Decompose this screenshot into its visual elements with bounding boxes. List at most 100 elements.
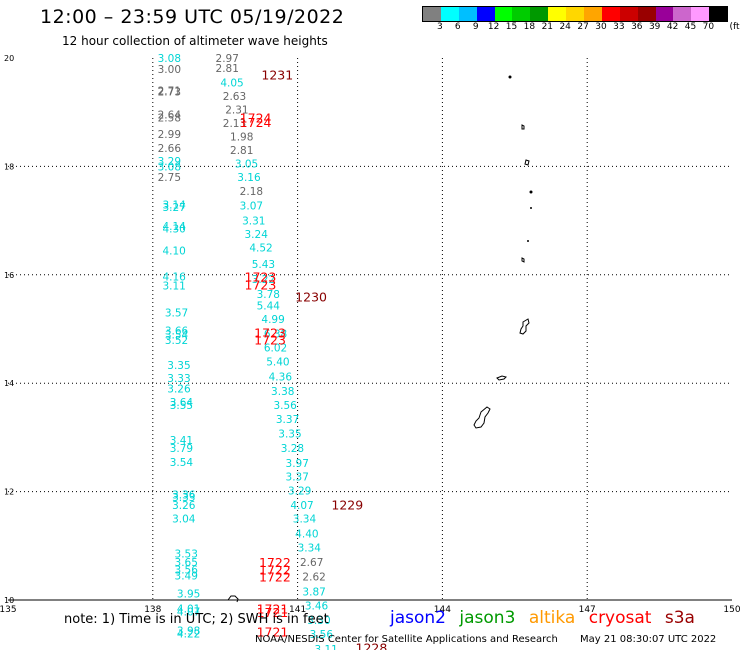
- wave-height-value: 1.98: [230, 132, 253, 144]
- wave-height-value: 2.75: [158, 172, 181, 184]
- lat-tick-label: 10: [4, 596, 14, 605]
- wave-height-value: 4.40: [295, 528, 318, 540]
- wave-height-value: 3.56: [310, 629, 334, 641]
- wave-height-value: 2.18: [240, 186, 263, 198]
- wave-height-value: 2.31: [225, 104, 248, 116]
- wave-height-value: 3.54: [165, 329, 189, 341]
- lat-tick-label: 12: [4, 488, 14, 497]
- wave-height-value: 4.01: [177, 604, 200, 616]
- wave-height-value: 3.53: [175, 548, 198, 560]
- color-swatch: [548, 7, 567, 21]
- wave-height-value: 2.62: [302, 572, 325, 584]
- wave-height-value: 3.98: [177, 625, 200, 637]
- wave-height-value: 2.66: [158, 143, 182, 155]
- wave-height-value: 3.08: [158, 161, 181, 173]
- wave-height-value: 3.24: [245, 229, 269, 241]
- lat-tick-label: 14: [4, 379, 14, 388]
- wave-height-value: 2.71: [158, 86, 181, 98]
- wave-height-observations: 3.083.002.712.732.642.582.992.663.293.08…: [158, 53, 338, 650]
- island-shape: [227, 595, 239, 603]
- lon-tick-label: 135: [0, 605, 17, 615]
- wave-height-value: 3.79: [170, 443, 193, 455]
- wave-height-value: 3.14: [162, 199, 186, 211]
- wave-height-value: 2.58: [158, 113, 181, 125]
- wave-height-value: 3.04: [172, 514, 196, 526]
- pass-time-value: 1722: [259, 555, 291, 570]
- lon-tick-label: 147: [579, 605, 596, 615]
- wave-height-value: 3.33: [172, 492, 195, 504]
- wave-height-value: 2.81: [230, 145, 253, 157]
- wave-height-value: 3.29: [288, 486, 311, 498]
- wave-height-color-scale: [422, 6, 729, 22]
- wave-height-value: 2.81: [216, 63, 239, 75]
- sat-s3a: s3a: [664, 608, 695, 628]
- sat-cryosat: cryosat: [588, 608, 652, 628]
- wave-height-value: 4.07: [290, 500, 313, 512]
- wave-height-value: 2.99: [158, 129, 181, 141]
- lon-tick-label: 141: [289, 605, 306, 615]
- wave-height-value: 3.78: [257, 289, 280, 301]
- footer-date: May 21 08:30:07 UTC 2022: [580, 634, 717, 645]
- island-shape: [519, 318, 530, 335]
- color-swatch: [691, 7, 710, 21]
- wave-height-value: 3.52: [165, 335, 188, 347]
- wave-height-value: 5.44: [257, 301, 281, 313]
- color-swatch: [709, 7, 728, 21]
- island-shape: [473, 406, 491, 429]
- color-scale-label: 15: [505, 22, 518, 32]
- wave-height-value: 2.73: [158, 87, 181, 99]
- lon-tick-label: 144: [434, 605, 451, 615]
- wave-height-value: 4.99: [261, 314, 284, 326]
- island-shape: [521, 124, 525, 130]
- wave-height-value: 3.22: [252, 274, 275, 286]
- color-scale-label: 33: [613, 22, 625, 32]
- color-swatch: [584, 7, 602, 21]
- wave-height-value: 3.87: [302, 586, 325, 598]
- color-swatch: [440, 7, 459, 21]
- pass-time-value: 1722: [259, 570, 291, 585]
- wave-height-value: 3.34: [293, 514, 317, 526]
- wave-height-value: 5.43: [252, 259, 275, 271]
- wave-height-value: 4.52: [249, 243, 272, 255]
- color-swatch: [423, 7, 441, 21]
- wave-height-value: 3.07: [240, 200, 263, 212]
- color-scale-unit: (ft): [729, 22, 740, 32]
- wave-height-value: 4.30: [162, 224, 185, 236]
- color-swatch: [476, 7, 495, 21]
- wave-height-value: 3.26: [172, 500, 196, 512]
- lon-tick-label: 138: [144, 605, 161, 615]
- pass-time-value: 1229: [331, 498, 363, 513]
- wave-height-value: 4.16: [162, 271, 186, 283]
- wave-height-value: 3.95: [177, 588, 200, 600]
- pass-time-value: 1723: [254, 332, 286, 347]
- wave-height-value: 6.38: [264, 328, 287, 340]
- color-scale-label: 3: [437, 22, 443, 32]
- wave-height-value: 3.49: [175, 571, 198, 583]
- pass-time-value: 1721: [257, 602, 289, 617]
- wave-height-value: 3.56: [273, 400, 297, 412]
- pass-time-value: 1721: [257, 605, 289, 620]
- color-swatch: [601, 7, 620, 21]
- wave-height-value: 4.14: [162, 221, 186, 233]
- wave-height-value: 3.35: [167, 360, 190, 372]
- color-scale-label: 27: [577, 22, 589, 32]
- island-shape: [524, 159, 530, 166]
- color-swatch: [566, 7, 585, 21]
- island-shape: [521, 257, 525, 263]
- lon-tick-label: 150: [723, 605, 740, 615]
- map-title: 12:00 – 23:59 UTC 05/19/2022: [40, 6, 345, 28]
- color-scale-label: 18: [523, 22, 536, 32]
- color-scale-label: 21: [541, 22, 554, 32]
- island-shape: [508, 75, 512, 79]
- island-shape: [496, 375, 507, 381]
- island-shape: [527, 240, 529, 242]
- axis-tick-labels: 135 138 141 144 147 150 20 18 16 14 12 10: [0, 54, 740, 615]
- wave-height-value: 3.54: [170, 457, 194, 469]
- color-scale-label: 24: [559, 22, 571, 32]
- wave-height-value: 3.36: [172, 489, 196, 501]
- color-scale-label: 45: [684, 22, 697, 32]
- wave-height-value: 3.28: [281, 443, 304, 455]
- pass-time-value: 1723: [245, 269, 277, 284]
- wave-height-value: 3.11: [162, 281, 185, 293]
- color-scale-label: 36: [631, 22, 643, 32]
